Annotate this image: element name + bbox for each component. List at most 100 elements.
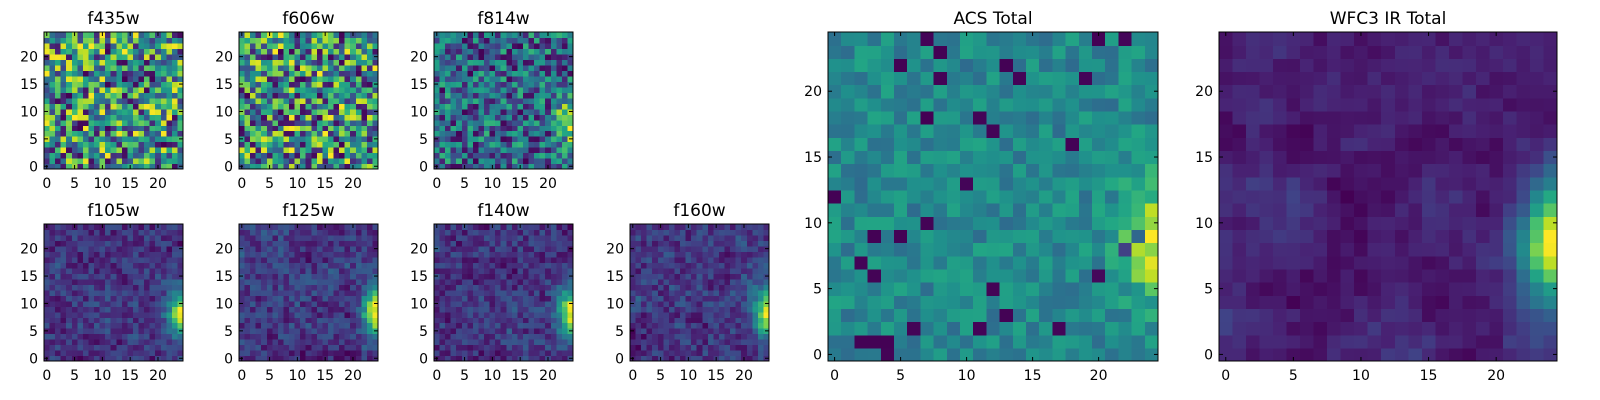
- heatmap-cell: [757, 317, 765, 324]
- heatmap-cell: [550, 284, 557, 291]
- heatmap-cell: [718, 333, 726, 340]
- heatmap-cell: [550, 42, 557, 50]
- heatmap-cell: [88, 289, 95, 296]
- heatmap-cell: [55, 92, 62, 99]
- heatmap-cell: [116, 278, 123, 285]
- heatmap-cell: [305, 306, 312, 313]
- heatmap-cell: [138, 322, 145, 329]
- heatmap-cell: [138, 267, 145, 274]
- x-tick-label: 15: [316, 176, 334, 192]
- heatmap-cell: [724, 289, 731, 296]
- heatmap-cell: [138, 311, 145, 318]
- heatmap-cell: [60, 234, 67, 242]
- heatmap-cell: [316, 81, 323, 88]
- heatmap-cell: [707, 311, 714, 318]
- heatmap-cell: [344, 92, 351, 99]
- heatmap-cell: [82, 245, 90, 252]
- heatmap-cell: [372, 240, 379, 247]
- heatmap-cell: [752, 267, 759, 274]
- heatmap-cell: [472, 284, 480, 291]
- heatmap-cell: [127, 108, 134, 115]
- heatmap-cell: [149, 350, 156, 357]
- y-tick-label: 15: [606, 269, 624, 285]
- heatmap-cell: [652, 317, 659, 324]
- heatmap-cell: [132, 86, 140, 93]
- heatmap-cell: [730, 339, 737, 346]
- heatmap-cell: [489, 141, 496, 148]
- heatmap-cell: [472, 108, 480, 115]
- heatmap-cell: [239, 70, 246, 77]
- heatmap-cell: [138, 278, 145, 285]
- heatmap-cell: [289, 152, 296, 159]
- heatmap-cell: [1052, 163, 1067, 178]
- heatmap-cell: [110, 344, 117, 351]
- heatmap-cell: [138, 317, 145, 324]
- heatmap-cell: [327, 295, 335, 302]
- heatmap-cell: [511, 75, 518, 82]
- heatmap-cell: [316, 119, 323, 126]
- heatmap-cell: [445, 306, 452, 313]
- heatmap-cell: [77, 119, 84, 126]
- heatmap-cell: [484, 273, 491, 280]
- heatmap-cell: [730, 229, 737, 236]
- heatmap-cell: [60, 152, 67, 159]
- heatmap-cell: [127, 267, 134, 274]
- heatmap-cell: [305, 32, 312, 39]
- heatmap-cell: [434, 234, 441, 242]
- heatmap-cell: [730, 278, 737, 285]
- heatmap-cell: [244, 163, 251, 170]
- heatmap-cell: [149, 97, 156, 104]
- heatmap-cell: [534, 229, 541, 236]
- heatmap-cell: [561, 147, 569, 154]
- heatmap-cell: [657, 350, 664, 357]
- heatmap-cell: [322, 328, 329, 335]
- heatmap-cell: [1052, 176, 1067, 191]
- heatmap-cell: [372, 130, 379, 137]
- heatmap-cell: [94, 64, 101, 71]
- heatmap-cell: [724, 322, 731, 329]
- heatmap-cell: [99, 234, 106, 242]
- heatmap-cell: [155, 344, 162, 351]
- heatmap-cell: [641, 229, 648, 236]
- heatmap-cell: [71, 300, 78, 307]
- x-tick-label: 20: [149, 176, 167, 192]
- heatmap-cell: [60, 240, 67, 247]
- heatmap-cell: [350, 119, 357, 126]
- heatmap-cell: [166, 163, 173, 170]
- heatmap-cell: [1105, 203, 1119, 217]
- heatmap-cell: [110, 284, 117, 291]
- heatmap-cell: [506, 147, 513, 154]
- heatmap-cell: [1012, 189, 1027, 204]
- heatmap-cell: [294, 273, 301, 280]
- heatmap-cell: [489, 108, 496, 115]
- heatmap-cell: [489, 311, 496, 318]
- heatmap-cell: [646, 339, 653, 346]
- heatmap-cell: [77, 59, 84, 66]
- heatmap-cell: [60, 311, 67, 318]
- heatmap-cell: [239, 229, 246, 236]
- heatmap-cell: [372, 147, 379, 154]
- heatmap-cell: [757, 224, 765, 231]
- heatmap-cell: [166, 70, 173, 77]
- heatmap-cell: [127, 75, 134, 82]
- heatmap-cell: [434, 311, 441, 318]
- heatmap-cell: [289, 163, 296, 170]
- heatmap-cell: [255, 97, 262, 104]
- heatmap-cell: [445, 125, 452, 132]
- heatmap-cell: [366, 234, 374, 242]
- heatmap-cell: [456, 48, 463, 55]
- heatmap-cell: [550, 97, 557, 104]
- heatmap-cell: [49, 333, 56, 340]
- heatmap-cell: [327, 64, 335, 71]
- heatmap-cell: [261, 339, 268, 346]
- heatmap-cell: [920, 295, 935, 309]
- heatmap-cell: [116, 32, 123, 39]
- heatmap-cell: [94, 311, 101, 318]
- heatmap-cell: [456, 300, 463, 307]
- heatmap-cell: [746, 311, 753, 318]
- heatmap-cell: [155, 81, 162, 88]
- heatmap-cell: [82, 234, 90, 242]
- heatmap-cell: [350, 300, 357, 307]
- heatmap-cell: [528, 141, 535, 148]
- heatmap-cell: [1065, 282, 1080, 296]
